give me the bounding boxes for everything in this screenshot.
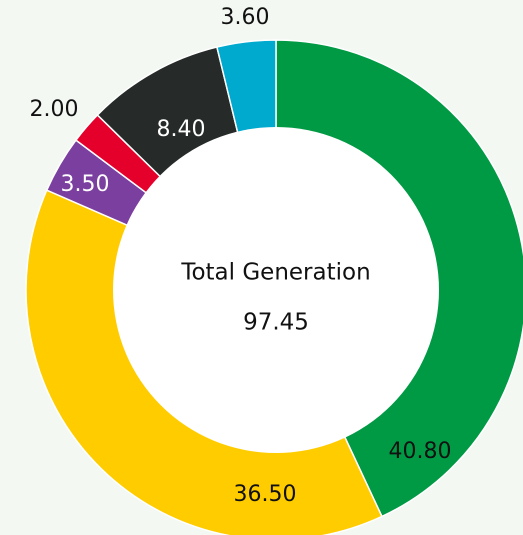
- value-label: 2.00: [30, 97, 79, 122]
- center-value: 97.45: [243, 310, 309, 336]
- value-label: 3.50: [61, 172, 110, 197]
- center-title: Total Generation: [180, 260, 370, 286]
- value-label: 36.50: [234, 482, 297, 507]
- value-label: 8.40: [157, 117, 206, 142]
- value-label: 3.60: [221, 5, 270, 30]
- donut-hole: [113, 127, 439, 453]
- value-label: 40.80: [389, 439, 452, 464]
